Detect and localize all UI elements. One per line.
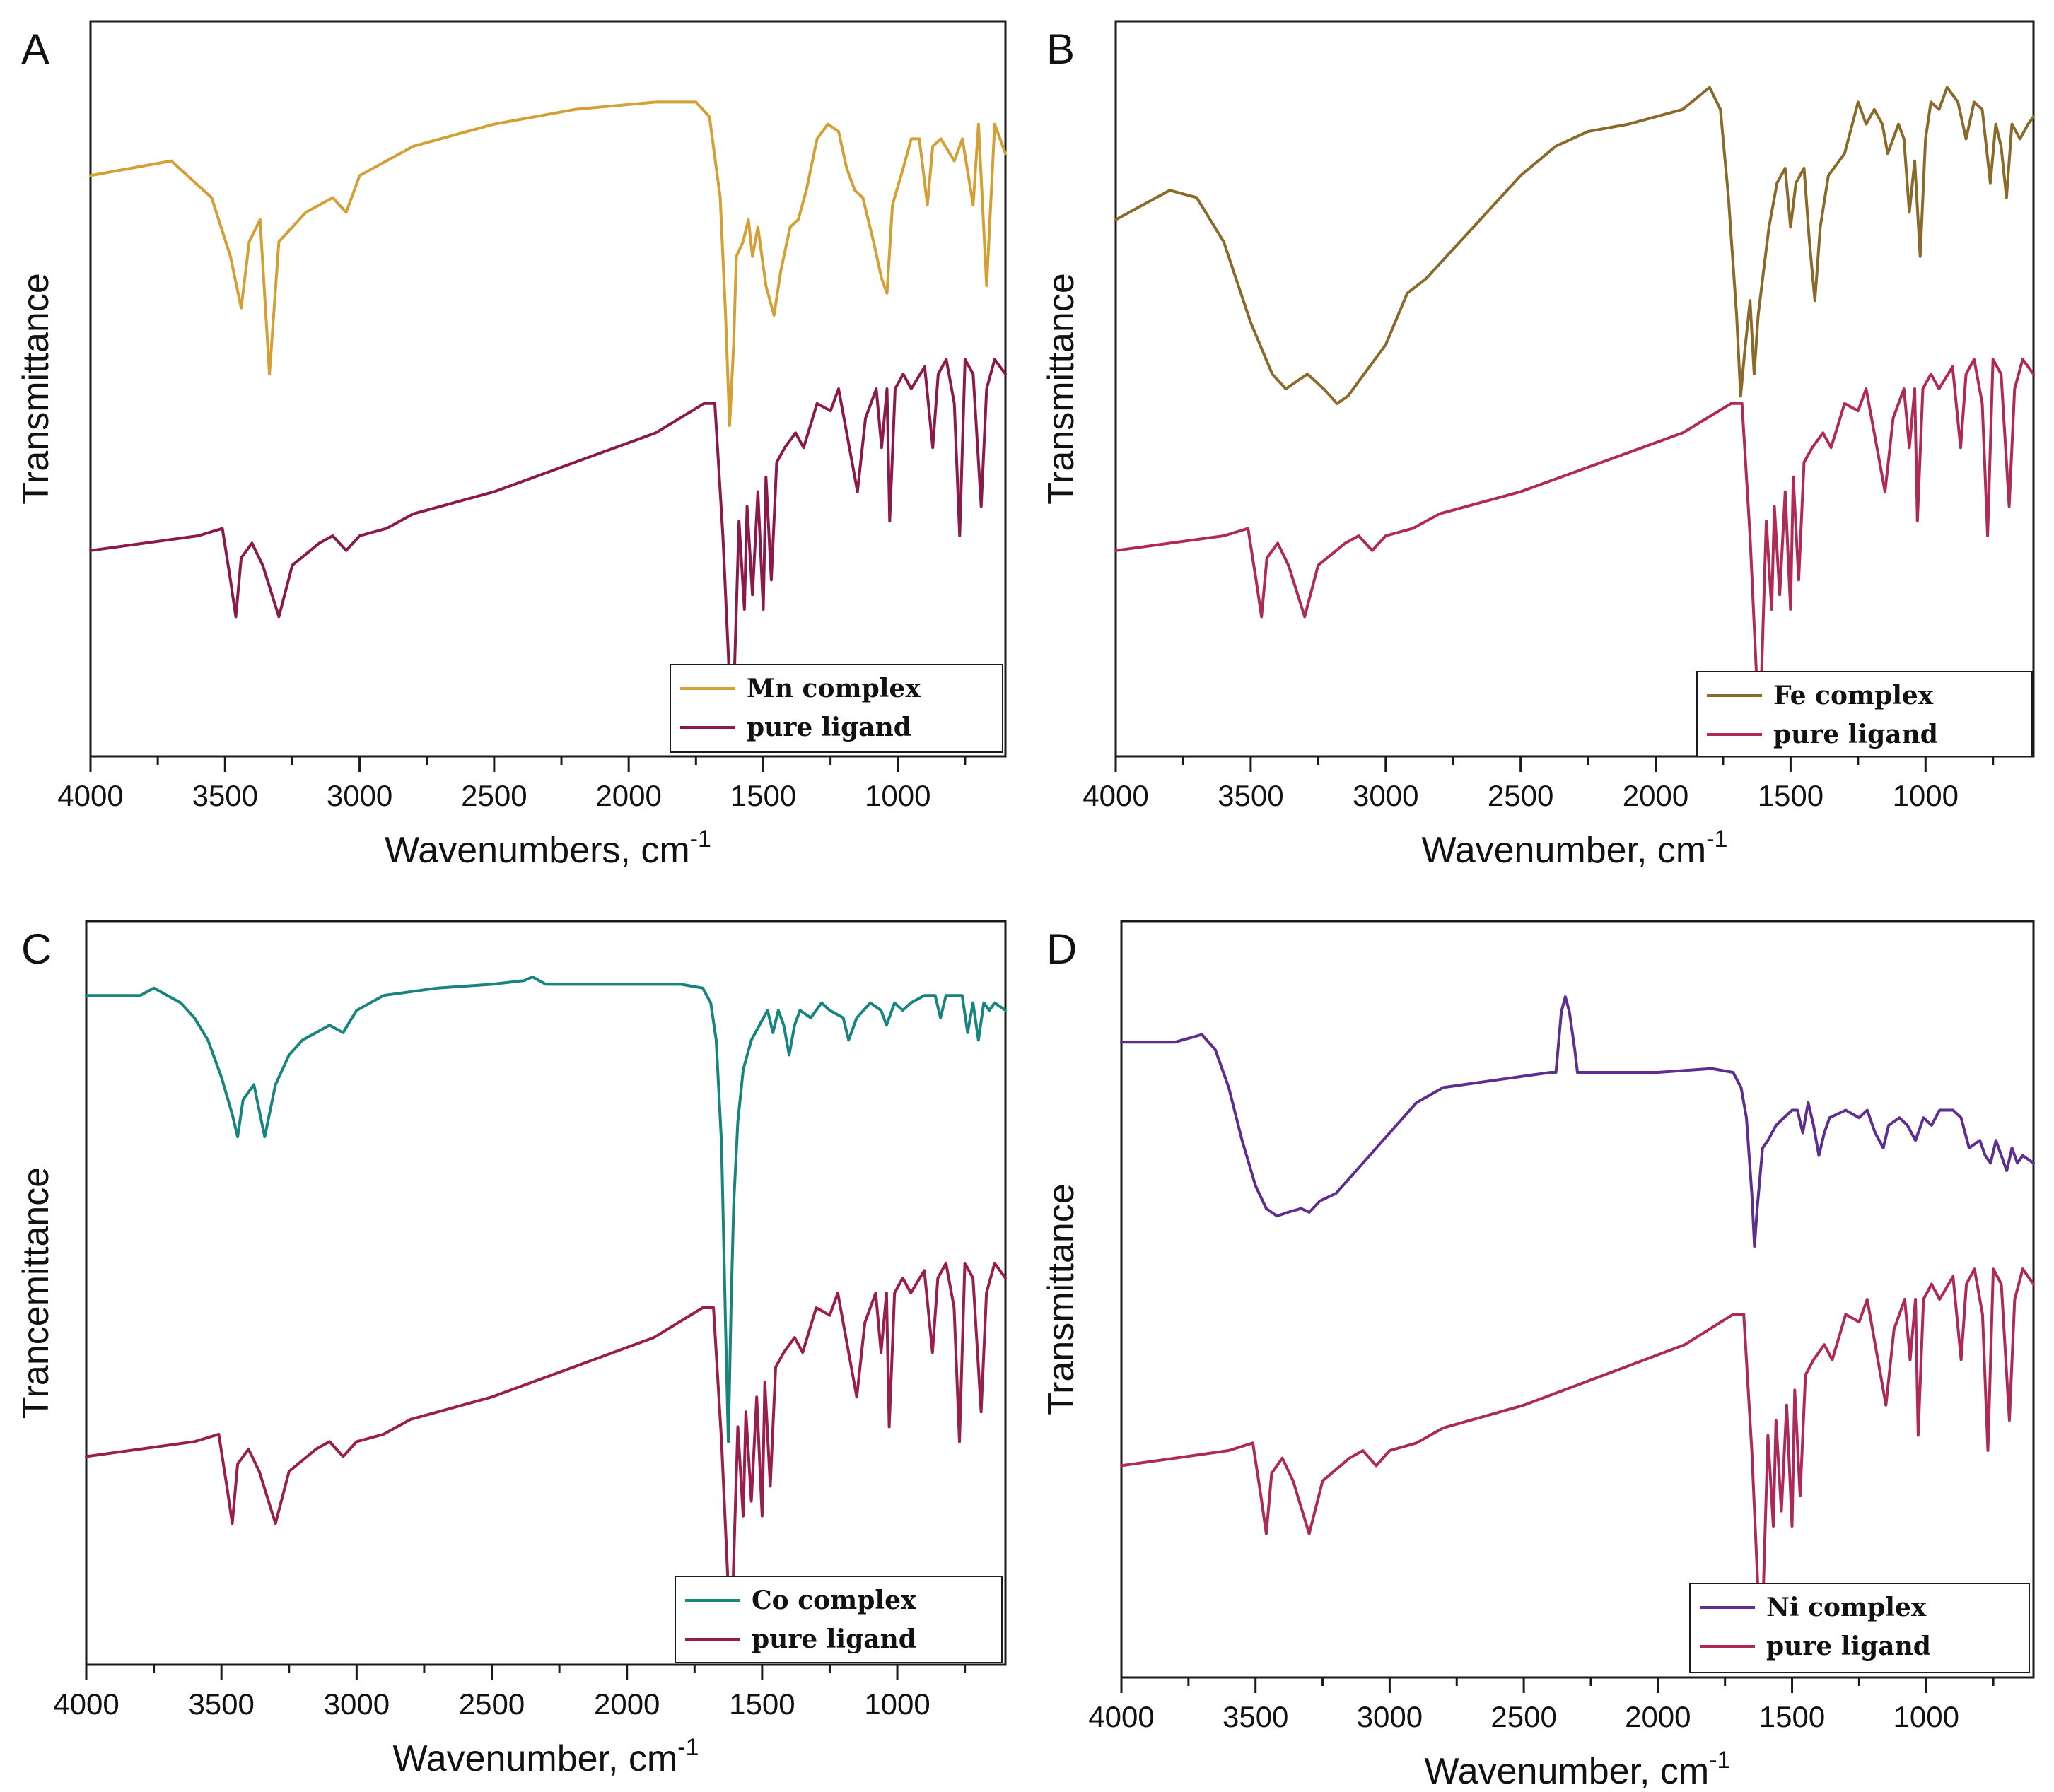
plot-frame [1114, 20, 2035, 758]
complex-spectrum-line [89, 100, 1007, 427]
x-tick-label: 1000 [865, 779, 930, 812]
x-axis-label-superscript: -1 [1709, 1747, 1730, 1774]
x-axis-label-superscript: -1 [690, 826, 711, 853]
panel-label: D [1046, 925, 1077, 973]
x-tick-label: 2000 [594, 1687, 660, 1721]
legend: Ni complex pure ligand [1689, 1583, 2030, 1673]
x-tick-label: 1500 [729, 1687, 795, 1721]
x-tick-label: 1500 [1759, 1700, 1825, 1733]
x-tick-label: 2000 [1623, 779, 1688, 812]
panel-d: D 4000 3500 3000 2500 2000 1500 1000 Wavenumber,… [1025, 891, 2054, 1792]
complex-spectrum-line [1120, 995, 2035, 1248]
x-tick-label: 4000 [53, 1687, 119, 1721]
x-tick-label: 3000 [1353, 779, 1418, 812]
x-tick-label: 2500 [1488, 779, 1553, 812]
x-tick-label: 2500 [461, 779, 527, 812]
x-axis-label: Wavenumbers, cm-1 [385, 826, 711, 871]
legend-box [670, 664, 1003, 753]
complex-spectrum-line [1114, 86, 2035, 405]
x-tick-label: 3500 [1218, 779, 1283, 812]
x-tick-label: 1500 [730, 779, 796, 812]
legend-entry-label: pure ligand [747, 713, 911, 742]
legend: Co complex pure ligand [675, 1576, 1003, 1663]
legend-entry-label: pure ligand [1773, 720, 1938, 749]
legend: Fe complex pure ligand [1696, 671, 2033, 757]
plot-frame [1120, 920, 2035, 1679]
x-tick-label: 3000 [324, 1687, 390, 1721]
legend-entry-label: Fe complex [1773, 681, 1934, 710]
x-tick-label: 1000 [1893, 1700, 1959, 1733]
panel-b: B 4000 3500 3000 2500 2000 1500 1000 Wavenumber,… [1025, 0, 2054, 884]
chart-a: A 4000 3500 3000 2500 2000 1500 1000 Wavenumbers… [16, 20, 1007, 871]
x-axis-label-superscript: -1 [1706, 826, 1727, 853]
x-tick-label: 3500 [1223, 1700, 1288, 1733]
x-axis-label-superscript: -1 [677, 1734, 699, 1761]
x-axis-label: Wavenumber, cm-1 [393, 1734, 699, 1779]
x-tick-label: 3000 [327, 779, 392, 812]
x-axis-label: Wavenumber, cm-1 [1422, 826, 1728, 871]
pure-ligand-spectrum-line [85, 1261, 1007, 1651]
x-tick-label: 3500 [188, 1687, 254, 1721]
x-tick-label: 2000 [595, 779, 661, 812]
legend-entry-label: pure ligand [1766, 1632, 1931, 1661]
legend-entry-label: Ni complex [1766, 1593, 1927, 1622]
x-tick-label: 4000 [1083, 779, 1148, 812]
x-tick-label: 4000 [1088, 1700, 1154, 1733]
x-axis-label: Wavenumber, cm-1 [1425, 1747, 1731, 1792]
complex-spectrum-line [85, 975, 1007, 1443]
x-tick-label: 3000 [1357, 1700, 1423, 1733]
y-axis-label: Transmittance [16, 273, 57, 505]
panel-label: B [1046, 25, 1075, 73]
y-axis-label: Transmittance [1041, 273, 1082, 505]
x-tick-label: 4000 [57, 779, 123, 812]
x-tick-label: 1000 [864, 1687, 930, 1721]
legend-entry-label: Mn complex [747, 674, 921, 703]
panel-c: C 4000 3500 3000 2500 2000 1500 1000 Wavenumber,… [0, 891, 1025, 1792]
legend-entry-label: Co complex [752, 1586, 916, 1615]
panel-label: A [21, 25, 49, 73]
pure-ligand-spectrum-line [1114, 358, 2035, 744]
legend-box [1696, 671, 2033, 757]
legend: Mn complex pure ligand [670, 664, 1003, 753]
plot-frame [89, 20, 1007, 758]
pure-ligand-spectrum-line [89, 358, 1007, 744]
y-axis-label: Transmittance [1041, 1183, 1082, 1415]
chart-c: C 4000 3500 3000 2500 2000 1500 1000 Wavenumber,… [16, 920, 1007, 1779]
panel-label: C [21, 925, 52, 973]
legend-entry-label: pure ligand [752, 1624, 916, 1654]
x-tick-label: 2500 [459, 1687, 525, 1721]
chart-b: B 4000 3500 3000 2500 2000 1500 1000 Wavenumber,… [1041, 20, 2035, 871]
x-tick-label: 1500 [1758, 779, 1823, 812]
x-tick-label: 2000 [1625, 1700, 1691, 1733]
chart-d: D 4000 3500 3000 2500 2000 1500 1000 Wavenumber,… [1041, 920, 2035, 1792]
legend-box [1689, 1583, 2030, 1673]
legend-box [675, 1576, 1003, 1663]
plot-frame [85, 920, 1007, 1666]
x-tick-label: 2500 [1490, 1700, 1556, 1733]
x-tick-label: 1000 [1893, 779, 1959, 812]
panel-a: A 4000 3500 3000 2500 2000 1500 1000 Wavenumbers… [0, 0, 1025, 884]
x-tick-label: 3500 [192, 779, 258, 812]
pure-ligand-spectrum-line [1120, 1267, 2035, 1664]
y-axis-label: Trancemittance [16, 1167, 57, 1419]
